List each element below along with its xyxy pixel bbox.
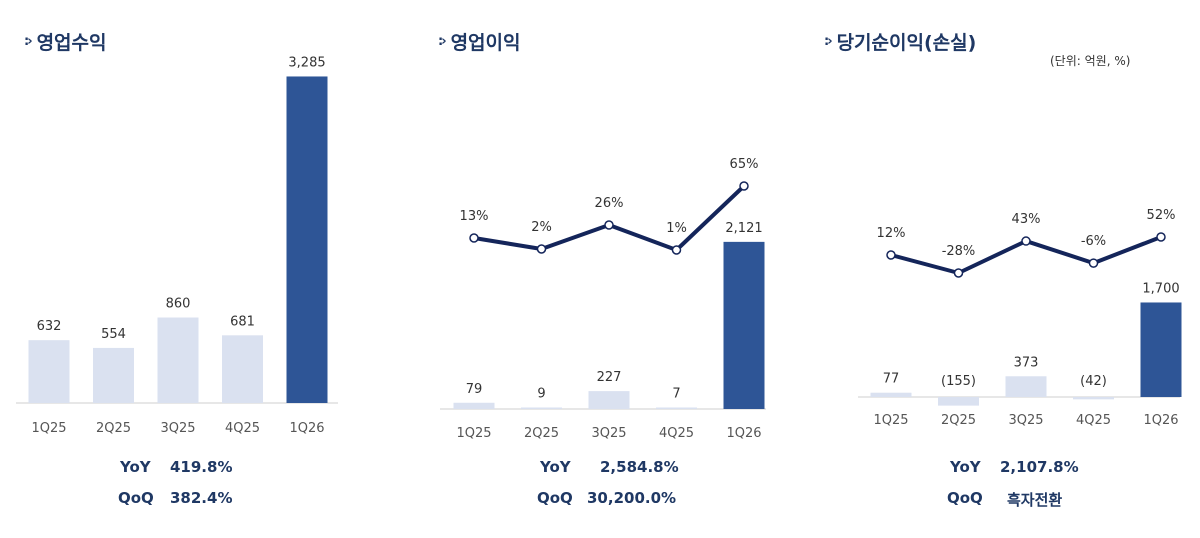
yoy-label: YoY [540,458,571,476]
operating-profit-margin-point [536,244,547,254]
operating-profit-tick-label: 2Q25 [524,426,559,441]
operating-profit-tick-label: 1Q25 [456,426,491,441]
net-income-value-label: (42) [1080,374,1107,389]
operating-profit-value-label: 9 [537,387,545,402]
qoq-value: 흑자전환 [1007,491,1063,509]
operating-profit-margin-label: 13% [460,209,489,224]
qoq-value: 382.4% [170,489,233,507]
revenue-title-text: 영업수익 [36,32,107,54]
chevron-right-icon: :› [438,34,446,49]
operating-profit-margin-point [671,245,682,255]
net-income-bar [938,397,979,406]
revenue-tick-label: 2Q25 [96,421,131,436]
net-income-value-label: 77 [883,372,900,387]
operating-profit-title: :› 영업이익 [438,28,520,55]
operating-profit-title-text: 영업이익 [450,32,521,54]
operating-profit-margin-point [739,181,749,191]
net-income-margin-point [1088,258,1099,268]
yoy-value: 419.8% [170,458,233,476]
net-income-tick-label: 2Q25 [941,413,976,428]
net-income-margin-point [886,250,896,260]
revenue-value-label: 681 [230,314,255,329]
net-income-tick-label: 3Q25 [1008,413,1043,428]
revenue-value-label: 632 [37,319,62,334]
operating-profit-bar [656,407,697,409]
net-income-bar [1073,397,1114,400]
operating-profit-bar [588,391,630,409]
operating-profit-tick-label: 3Q25 [591,426,626,441]
net-income-margin-point [1021,236,1031,246]
unit-note: (단위: 억원, %) [1050,54,1131,68]
operating-profit-value-label: 79 [466,382,483,397]
chevron-right-icon: :› [24,34,32,49]
net-income-title: :› 당기순이익(손실) [824,28,976,55]
yoy-label: YoY [120,458,151,476]
net-income-value-label: (155) [941,374,976,389]
revenue-bar [93,347,134,403]
revenue-tick-label: 4Q25 [225,421,260,436]
operating-profit-margin-label: 65% [730,157,759,172]
qoq-label: QoQ [118,489,154,507]
revenue-tick-label: 1Q25 [31,421,66,436]
net-income-title-text: 당기순이익(손실) [836,32,977,54]
net-income-margin-label: -6% [1081,234,1106,249]
net-income-value-label: 1,700 [1142,281,1179,296]
operating-profit-bar [723,241,765,409]
revenue-bar [28,340,70,403]
net-income-bar [870,392,912,397]
yoy-label: YoY [950,458,981,476]
net-income-margin-label: 12% [877,226,906,241]
qoq-value: 30,200.0% [587,489,677,507]
chevron-right-icon: :› [824,34,832,49]
net-income-tick-label: 1Q26 [1143,413,1178,428]
qoq-label: QoQ [537,489,573,507]
revenue-title: :› 영업수익 [24,28,106,55]
net-income-value-label: 373 [1014,355,1039,370]
revenue-value-label: 554 [101,327,126,342]
revenue-value-label: 860 [166,297,191,312]
operating-profit-margin-label: 26% [595,196,624,211]
net-income-bar [1005,376,1047,397]
operating-profit-value-label: 227 [597,370,622,385]
yoy-value: 2,584.8% [600,458,679,476]
net-income-margin-label: 52% [1147,208,1176,223]
revenue-value-label: 3,285 [288,55,325,70]
net-income-margin-point [1156,232,1166,242]
qoq-label: QoQ [947,489,983,507]
operating-profit-tick-label: 4Q25 [659,426,694,441]
net-income-tick-label: 4Q25 [1076,413,1111,428]
operating-profit-value-label: 7 [672,387,680,402]
net-income-tick-label: 1Q25 [873,413,908,428]
net-income-margin-label: 43% [1012,212,1041,227]
operating-profit-tick-label: 1Q26 [726,426,761,441]
operating-profit-margin-label: 1% [666,221,687,236]
operating-profit-bar [521,407,562,409]
operating-profit-margin-point [469,233,479,243]
yoy-value: 2,107.8% [1000,458,1079,476]
revenue-tick-label: 1Q26 [289,421,324,436]
operating-profit-value-label: 2,121 [725,221,762,236]
net-income-bar [1140,302,1182,397]
revenue-tick-label: 3Q25 [160,421,195,436]
net-income-margin-point [953,268,964,278]
revenue-bar [286,76,328,403]
net-income-margin-label: -28% [942,244,976,259]
operating-profit-margin-label: 2% [531,220,552,235]
operating-profit-margin-point [604,220,614,230]
revenue-bar [222,335,263,403]
operating-profit-bar [453,402,495,409]
revenue-bar [157,317,199,403]
